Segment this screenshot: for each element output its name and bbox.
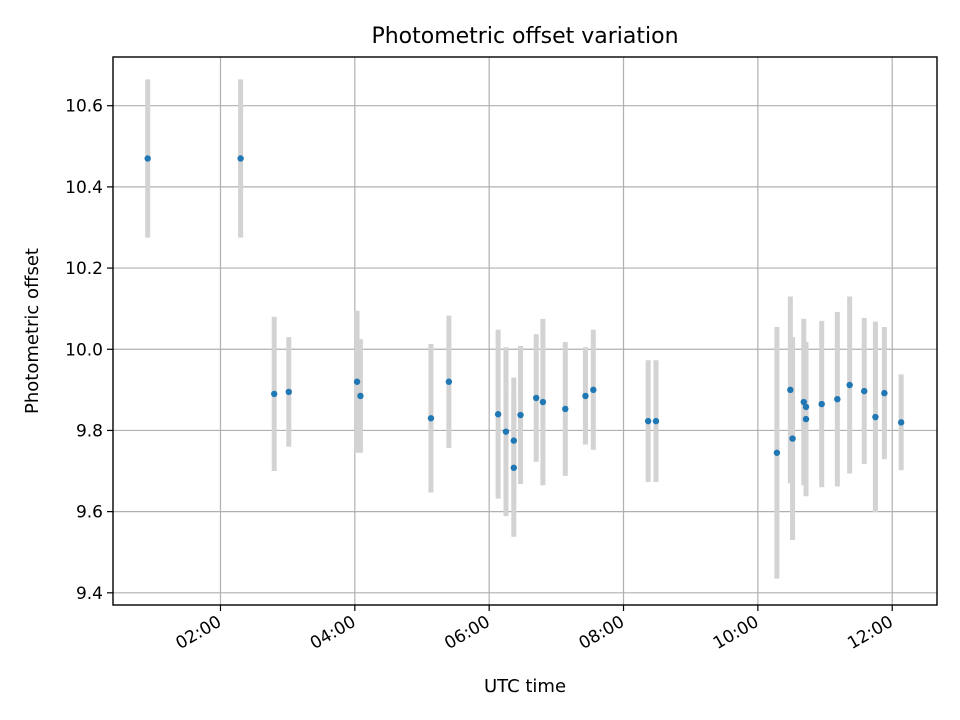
x-axis-label: UTC time <box>484 676 566 697</box>
data-point <box>897 419 905 426</box>
data-point <box>872 413 879 421</box>
x-axis-ticks: 02:00 04:00 06:00 08:00 10:00 12:00 <box>173 605 897 654</box>
data-point <box>787 386 794 394</box>
data-point <box>502 428 510 435</box>
data-point <box>818 400 825 408</box>
data-point <box>539 398 547 406</box>
y-tick-label: 10.0 <box>65 340 103 360</box>
data-point <box>644 417 652 425</box>
data-point <box>237 155 244 162</box>
data-point <box>494 411 502 418</box>
y-tick-label: 9.6 <box>76 503 103 523</box>
data-point <box>802 415 810 423</box>
y-axis-label: Photometric offset <box>22 248 43 414</box>
x-tick-label: 06:00 <box>441 612 493 654</box>
data-point <box>834 395 841 403</box>
y-tick-label: 9.8 <box>76 421 103 441</box>
data-point <box>652 417 660 425</box>
data-point <box>427 415 435 422</box>
x-tick-label: 10:00 <box>710 612 762 654</box>
y-tick-label: 10.6 <box>65 97 103 117</box>
grid-lines <box>113 57 937 605</box>
x-tick-label: 12:00 <box>844 612 896 654</box>
data-point <box>562 405 569 413</box>
data-point <box>532 394 540 402</box>
data-point <box>510 464 518 471</box>
data-point <box>144 155 151 162</box>
y-tick-label: 10.2 <box>65 259 103 279</box>
data-point <box>802 403 810 411</box>
data-point <box>789 435 796 442</box>
data-point <box>861 387 868 395</box>
data-point <box>590 386 597 394</box>
data-point <box>846 381 853 389</box>
x-tick-label: 02:00 <box>173 612 225 654</box>
data-point <box>517 411 524 419</box>
data-point <box>445 378 453 385</box>
data-points <box>144 155 905 471</box>
x-tick-label: 08:00 <box>576 612 628 654</box>
y-tick-label: 9.4 <box>76 584 103 604</box>
data-point <box>271 390 278 398</box>
chart-title: Photometric offset variation <box>371 24 678 49</box>
data-point <box>510 437 518 444</box>
y-tick-label: 10.4 <box>65 178 103 198</box>
data-point <box>353 378 361 385</box>
data-point <box>881 389 888 397</box>
data-point <box>285 388 292 396</box>
data-point <box>582 392 589 400</box>
x-tick-label: 04:00 <box>307 612 359 654</box>
data-point <box>357 392 364 400</box>
data-point <box>800 398 807 406</box>
plot-frame <box>112 56 938 606</box>
data-point <box>773 449 781 456</box>
error-bars <box>145 79 904 579</box>
y-axis-ticks: 9.4 9.6 9.8 10.0 10.2 10.4 10.6 <box>65 97 113 604</box>
